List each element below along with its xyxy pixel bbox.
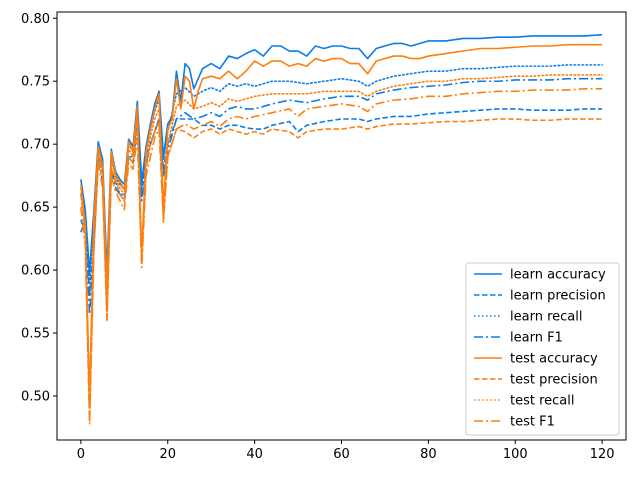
y-tick-label: 0.55 xyxy=(21,327,50,342)
legend-label: test recall xyxy=(510,394,575,409)
y-tick-label: 0.50 xyxy=(21,389,50,404)
x-tick-label: 60 xyxy=(333,447,350,462)
x-tick-label: 0 xyxy=(77,447,85,462)
series-line-learn-recall xyxy=(80,64,603,284)
legend-box xyxy=(465,262,620,436)
legend-label: learn accuracy xyxy=(510,268,606,283)
x-tick-label: 20 xyxy=(159,447,176,462)
y-axis: 0.50 0.55 0.60 0.65 0.70 0.75 0.80 xyxy=(21,12,57,404)
legend-label: learn recall xyxy=(510,310,582,325)
x-tick-label: 100 xyxy=(503,447,528,462)
legend-label: test precision xyxy=(510,373,598,388)
x-tick-label: 40 xyxy=(246,447,263,462)
legend: learn accuracy learn precision learn recal… xyxy=(465,262,620,436)
x-tick-label: 120 xyxy=(590,447,615,462)
x-tick-label: 80 xyxy=(420,447,437,462)
legend-label: test F1 xyxy=(510,415,555,430)
legend-label: learn precision xyxy=(510,289,606,304)
series-line-learn-f1 xyxy=(80,77,603,315)
y-tick-label: 0.75 xyxy=(21,75,50,90)
y-tick-label: 0.70 xyxy=(21,138,50,153)
legend-label: learn F1 xyxy=(510,331,563,346)
x-axis: 0 20 40 60 80 100 120 xyxy=(77,440,615,462)
y-tick-label: 0.80 xyxy=(21,12,50,27)
series-line-test-precision xyxy=(80,118,603,422)
series-line-test-f1 xyxy=(80,87,603,425)
series-layer xyxy=(80,33,603,425)
legend-label: test accuracy xyxy=(510,352,598,367)
y-tick-label: 0.65 xyxy=(21,201,50,216)
y-tick-label: 0.60 xyxy=(21,264,50,279)
series-line-test-recall xyxy=(80,74,603,410)
